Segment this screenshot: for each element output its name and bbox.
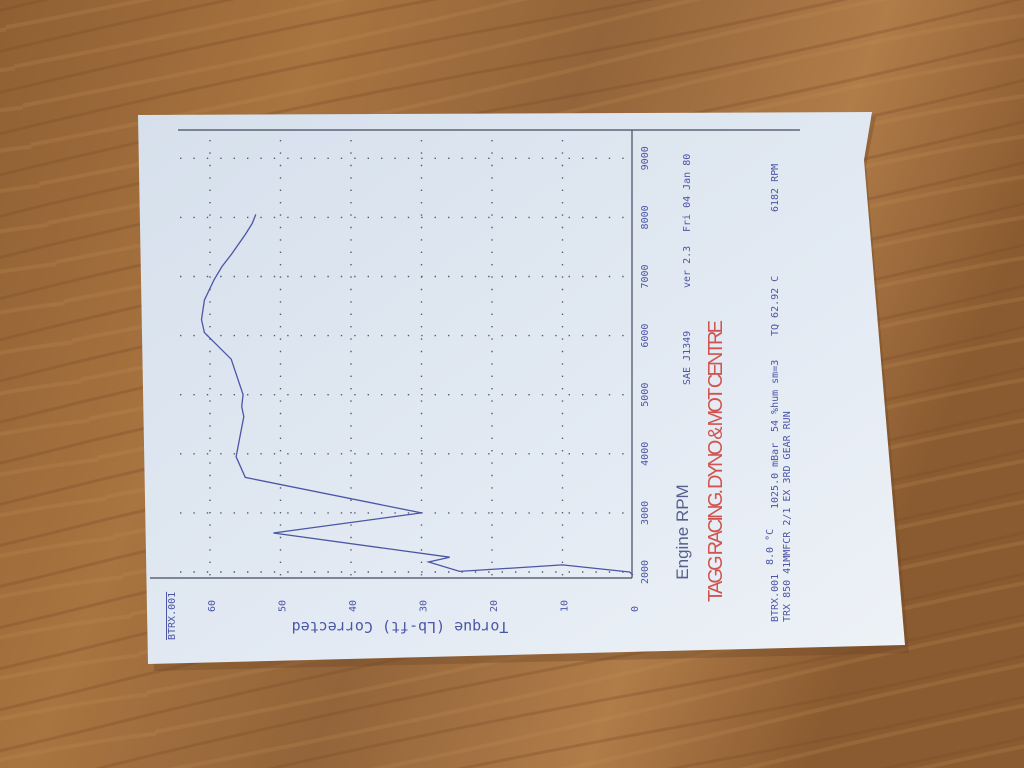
x-tick-label: 2000	[640, 560, 651, 584]
temperature: 8.0 °C	[765, 529, 776, 565]
corner-label: BTRX.001	[167, 592, 178, 640]
y-tick-label: 30	[419, 600, 430, 612]
torque-curve	[200, 214, 634, 576]
x-tick-label: 9000	[640, 146, 651, 170]
pressure: 1025.0 mBar	[770, 443, 781, 509]
y-tick-label: 10	[560, 600, 571, 612]
x-axis-label: Engine RPM	[673, 484, 692, 579]
header-info: SAE J1349 ver 2.3 Fri 04 Jan 80 TAGG RAC…	[682, 154, 727, 602]
run-description: TRX 850 41MMFCR 2/1 EX 3RD GEAR RUN	[782, 411, 793, 622]
peak-rpm: 6182 RPM	[770, 164, 781, 212]
x-tick-label: 7000	[640, 264, 651, 288]
y-tick-label: 20	[489, 600, 500, 612]
company-title: TAGG RACING. DYNO & MOT CENTRE	[705, 320, 727, 602]
x-tick-label: 3000	[640, 501, 651, 525]
y-tick-label: 0	[630, 606, 641, 612]
y-tick-label: 40	[348, 600, 359, 612]
y-tick-label: 50	[278, 600, 289, 612]
x-tick-label: 8000	[640, 205, 651, 229]
peak-torque: TQ 62.92 C	[770, 276, 781, 336]
standard-label: SAE J1349	[682, 331, 693, 385]
footer-info: BTRX.001 8.0 °C 1025.0 mBar 54 %hum sm=3…	[765, 164, 793, 622]
y-axis-label: Torque (Lb-ft) Corrected	[292, 618, 509, 636]
x-tick-labels: 2000 3000 4000 5000 6000 7000 8000 9000	[640, 146, 651, 584]
y-tick-labels: 0 10 20 30 40 50 60	[207, 600, 641, 612]
date-label: Fri 04 Jan 80	[682, 154, 693, 232]
file-name: BTRX.001	[770, 574, 781, 622]
torque-chart: 2000 3000 4000 5000 6000 7000 8000 9000 0 10 20 30…	[150, 129, 800, 640]
humidity: 54 %hum sm=3	[770, 360, 781, 432]
version-label: ver 2.3	[682, 246, 693, 288]
x-tick-label: 4000	[640, 442, 651, 466]
x-tick-label: 6000	[640, 324, 651, 348]
x-tick-label: 5000	[640, 383, 651, 407]
y-tick-label: 60	[207, 600, 218, 612]
